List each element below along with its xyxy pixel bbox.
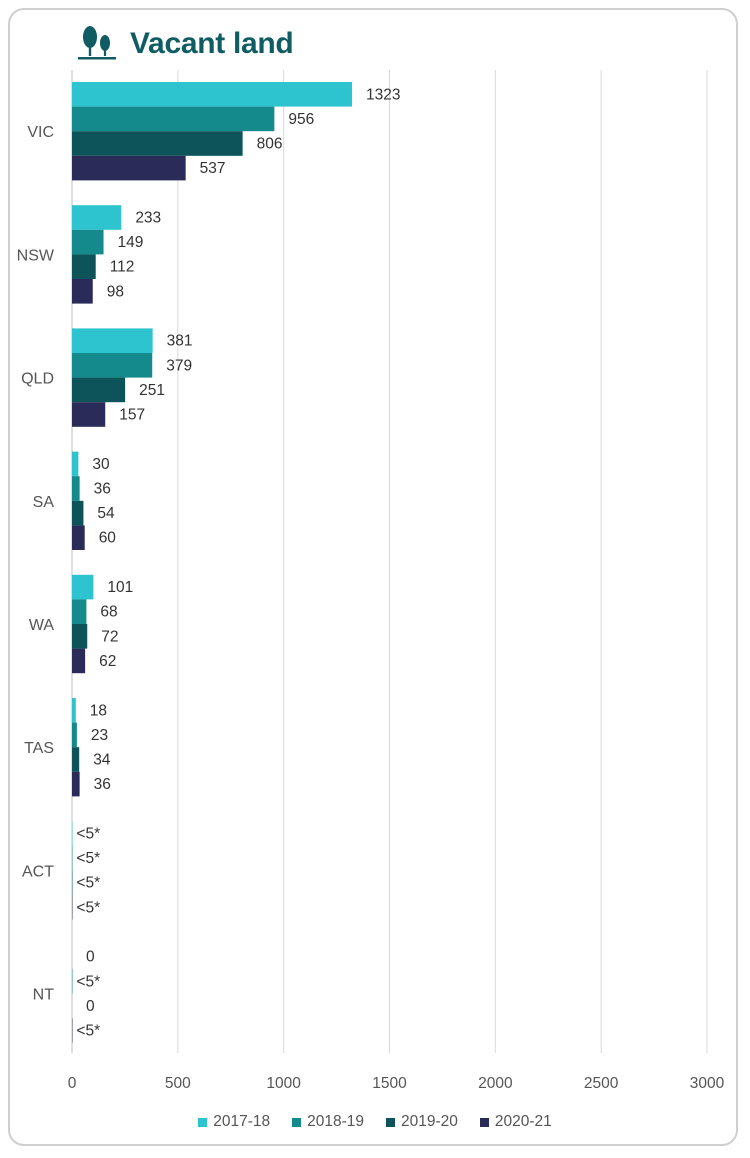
x-tick-label: 2500 xyxy=(584,1075,619,1092)
data-label: 149 xyxy=(118,234,144,251)
data-label: 0 xyxy=(86,949,95,966)
x-tick-label: 1500 xyxy=(372,1075,407,1092)
bar xyxy=(72,624,88,649)
bar xyxy=(72,353,153,378)
legend-label: 2018-19 xyxy=(307,1113,364,1130)
legend-swatch xyxy=(479,1117,489,1127)
chart-title: Vacant land xyxy=(130,27,294,60)
bar xyxy=(72,771,80,797)
legend-label: 2020-21 xyxy=(494,1113,552,1130)
legend-item: 2017-18 xyxy=(198,1113,270,1131)
category-label: WA xyxy=(29,617,55,634)
data-label: 72 xyxy=(101,628,118,645)
bar xyxy=(72,574,94,600)
data-label: 62 xyxy=(99,653,116,670)
category-label: TAS xyxy=(24,740,54,757)
legend-label: 2019-20 xyxy=(401,1113,458,1130)
data-label: <5* xyxy=(76,1023,100,1040)
data-label: 101 xyxy=(107,579,133,596)
legend-item: 2019-20 xyxy=(386,1113,458,1131)
data-label: 68 xyxy=(100,604,117,621)
bar xyxy=(72,476,80,501)
data-label: 36 xyxy=(94,481,111,498)
legend-item: 2018-19 xyxy=(292,1113,364,1131)
category-label: NSW xyxy=(17,247,55,264)
legend-swatch xyxy=(386,1117,395,1127)
bar xyxy=(72,722,77,748)
data-label: <5* xyxy=(76,826,100,843)
legend-swatch xyxy=(198,1117,208,1127)
data-label: 18 xyxy=(90,702,107,719)
x-tick-label: 500 xyxy=(165,1075,191,1092)
data-label: 34 xyxy=(93,752,111,769)
bar xyxy=(72,205,122,230)
chart-legend: 2017-18 2018-19 2019-20 2020-21 xyxy=(0,1113,750,1131)
bar xyxy=(72,254,96,279)
bar xyxy=(72,500,84,526)
data-label: 379 xyxy=(166,357,192,374)
data-label: 233 xyxy=(135,210,161,227)
bar xyxy=(72,747,80,772)
bar xyxy=(72,599,87,624)
trees-icon xyxy=(78,26,116,60)
data-label: 112 xyxy=(110,259,135,276)
data-label: 537 xyxy=(200,160,226,177)
chart-card xyxy=(8,8,738,1146)
x-tick-label: 2000 xyxy=(478,1075,513,1092)
bar xyxy=(72,377,126,403)
category-label: ACT xyxy=(22,863,54,880)
category-label: NT xyxy=(33,987,55,1004)
data-label: 23 xyxy=(91,727,108,744)
chart-title-row: Vacant land xyxy=(76,22,294,66)
category-label: QLD xyxy=(21,371,54,388)
data-label: <5* xyxy=(76,973,100,990)
bar xyxy=(72,525,85,550)
data-label: 36 xyxy=(94,776,111,793)
data-label: <5* xyxy=(76,850,100,867)
data-label: 157 xyxy=(119,407,145,424)
legend-label: 2017-18 xyxy=(213,1113,271,1130)
data-label: 0 xyxy=(86,998,95,1015)
data-label: <5* xyxy=(76,875,100,892)
x-tick-label: 0 xyxy=(68,1075,77,1092)
bar xyxy=(72,402,106,427)
legend-swatch xyxy=(292,1117,302,1127)
data-label: 98 xyxy=(107,283,124,300)
data-label: 956 xyxy=(288,111,314,128)
bar xyxy=(72,155,186,181)
bar xyxy=(72,82,353,107)
bar xyxy=(72,131,243,156)
x-tick-label: 1000 xyxy=(266,1075,301,1092)
data-label: 54 xyxy=(97,505,115,522)
bar xyxy=(72,698,76,723)
data-label: 30 xyxy=(92,456,110,473)
bar xyxy=(72,279,93,304)
data-label: 381 xyxy=(167,333,193,350)
data-label: 1323 xyxy=(366,86,400,103)
bar xyxy=(72,451,79,477)
data-label: 806 xyxy=(257,136,283,153)
x-tick-label: 3000 xyxy=(690,1075,725,1092)
bar xyxy=(72,648,86,674)
data-label: 251 xyxy=(139,382,165,399)
data-label: 60 xyxy=(99,530,117,547)
legend-item: 2020-21 xyxy=(479,1113,552,1131)
bar xyxy=(72,328,153,353)
bar xyxy=(72,106,275,132)
bar xyxy=(72,229,104,255)
category-label: SA xyxy=(33,494,55,511)
category-label: VIC xyxy=(27,124,54,141)
data-label: <5* xyxy=(76,899,100,916)
